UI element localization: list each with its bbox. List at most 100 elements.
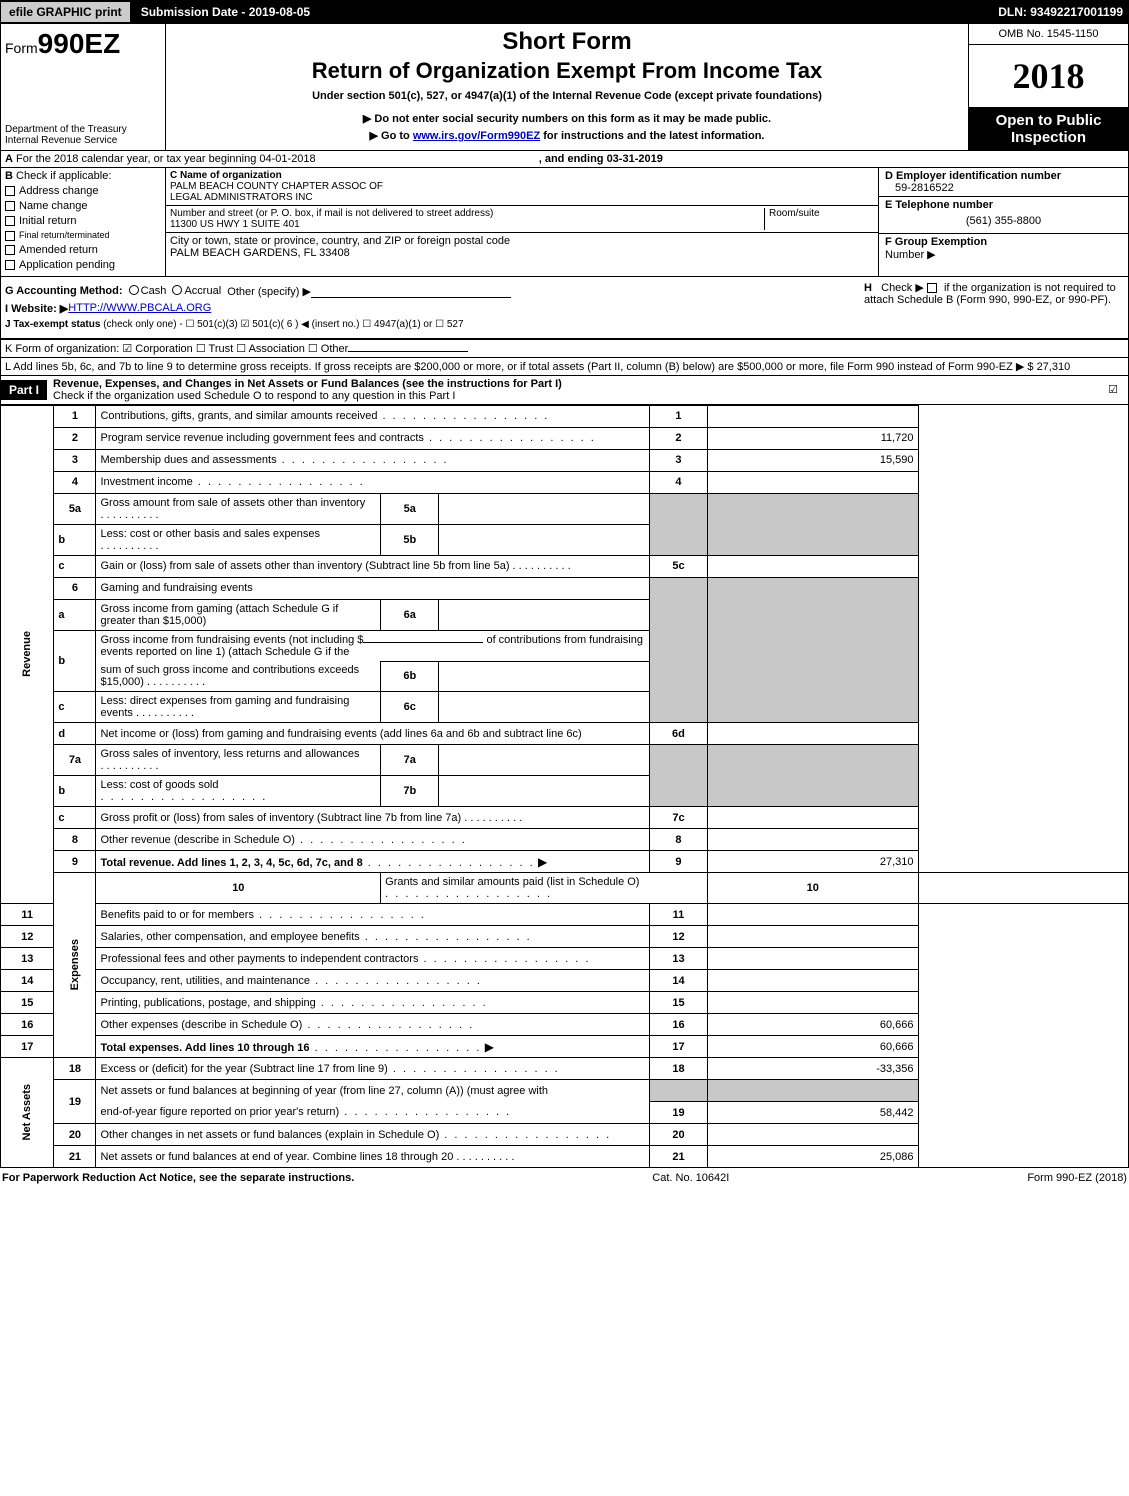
ein-value: 59-2816522 (895, 182, 954, 194)
part1-checkbox[interactable]: ☑ (1108, 383, 1128, 396)
l17-num: 17 (1, 1036, 54, 1058)
irs-link[interactable]: www.irs.gov/Form990EZ (413, 130, 540, 142)
l13-desc: Professional fees and other payments to … (96, 948, 649, 970)
l14-box: 14 (649, 970, 707, 992)
line-6d: d Net income or (loss) from gaming and f… (1, 723, 1129, 745)
l21-num: 21 (54, 1146, 96, 1168)
row-a-text: For the 2018 calendar year, or tax year … (16, 153, 316, 165)
line-19-2: end-of-year figure reported on prior yea… (1, 1102, 1129, 1124)
part1-subtitle: Check if the organization used Schedule … (53, 390, 455, 402)
col-b: B Check if applicable: Address change Na… (1, 168, 166, 276)
h-checkbox[interactable] (927, 283, 937, 293)
l12-amt (708, 926, 918, 948)
line-4: 4 Investment income 4 (1, 471, 1129, 493)
chk-pending[interactable]: Application pending (5, 259, 161, 271)
j-line: J Tax-exempt status (check only one) - ☐… (5, 319, 1124, 330)
open-public: Open to Public Inspection (969, 108, 1128, 150)
chk-address-change[interactable]: Address change (5, 185, 161, 197)
col-def: D Employer identification number 59-2816… (878, 168, 1128, 276)
line-20: 20 Other changes in net assets or fund b… (1, 1124, 1129, 1146)
c-label: C Name of organization (170, 170, 282, 181)
k-other-input[interactable] (348, 351, 468, 352)
opt-address: Address change (19, 185, 99, 197)
l18-amt: -33,356 (708, 1058, 918, 1080)
line-5b: b Less: cost or other basis and sales ex… (1, 524, 1129, 555)
opt-final: Final return/terminated (19, 230, 110, 240)
goto-post: for instructions and the latest informat… (540, 130, 764, 142)
l6-grey-amt (708, 577, 918, 723)
part1-title: Revenue, Expenses, and Changes in Net As… (53, 378, 562, 390)
radio-cash[interactable] (129, 285, 139, 295)
phone-value: (561) 355-8800 (885, 215, 1122, 227)
line-14: 14 Occupancy, rent, utilities, and maint… (1, 970, 1129, 992)
line-7c: c Gross profit or (loss) from sales of i… (1, 807, 1129, 829)
l18-box: 18 (649, 1058, 707, 1080)
l18-desc: Excess or (deficit) for the year (Subtra… (96, 1058, 649, 1080)
chk-name-change[interactable]: Name change (5, 200, 161, 212)
l10-desc: Grants and similar amounts paid (list in… (381, 873, 708, 904)
l5c-amt (708, 555, 918, 577)
l8-amt (708, 829, 918, 851)
c-name-block: C Name of organization PALM BEACH COUNTY… (166, 168, 878, 206)
l7a-box: 7a (381, 745, 439, 776)
revenue-side: Revenue (1, 405, 54, 904)
addr-label: Number and street (or P. O. box, if mail… (170, 208, 493, 219)
l1-num: 1 (54, 405, 96, 427)
l20-box: 20 (649, 1124, 707, 1146)
chk-final[interactable]: Final return/terminated (5, 230, 161, 241)
l18-num: 18 (54, 1058, 96, 1080)
l6d-box: 6d (649, 723, 707, 745)
l6c-desc: Less: direct expenses from gaming and fu… (96, 692, 381, 723)
f-label: F Group Exemption (885, 236, 987, 248)
part1-header: Part I Revenue, Expenses, and Changes in… (0, 375, 1129, 405)
line-5a: 5a Gross amount from sale of assets othe… (1, 493, 1129, 524)
l2-box: 2 (649, 427, 707, 449)
top-bar: efile GRAPHIC print Submission Date - 20… (0, 0, 1129, 24)
l20-num: 20 (54, 1124, 96, 1146)
l6a-boxamt (439, 599, 649, 630)
l12-box: 12 (649, 926, 707, 948)
l9-amt: 27,310 (708, 851, 918, 873)
efile-print-button[interactable]: efile GRAPHIC print (0, 1, 131, 23)
l6-num: 6 (54, 577, 96, 599)
l6d-num: d (54, 723, 96, 745)
l5b-desc: Less: cost or other basis and sales expe… (96, 524, 381, 555)
d-label: D Employer identification number (885, 170, 1061, 182)
l8-num: 8 (54, 829, 96, 851)
l7a-num: 7a (54, 745, 96, 776)
dept-irs: Internal Revenue Service (5, 135, 161, 146)
short-form-title: Short Form (170, 28, 964, 56)
l6b-input[interactable] (363, 642, 483, 643)
d-ein-block: D Employer identification number 59-2816… (879, 168, 1128, 197)
header-left: Form990EZ Department of the Treasury Int… (1, 24, 166, 150)
l4-num: 4 (54, 471, 96, 493)
k-text: K Form of organization: ☑ Corporation ☐ … (5, 343, 348, 355)
l6a-num: a (54, 599, 96, 630)
l11-desc: Benefits paid to or for members (96, 904, 649, 926)
website-link[interactable]: HTTP://WWW.PBCALA.ORG (68, 302, 211, 315)
l4-amt (708, 471, 918, 493)
chk-amended[interactable]: Amended return (5, 244, 161, 256)
l6d-desc: Net income or (loss) from gaming and fun… (96, 723, 649, 745)
row-a-label: A (5, 153, 13, 165)
l8-desc: Other revenue (describe in Schedule O) (96, 829, 649, 851)
l19-num: 19 (54, 1080, 96, 1124)
row-ghij: H Check ▶ if the organization is not req… (0, 277, 1129, 339)
l7c-desc: Gross profit or (loss) from sales of inv… (96, 807, 649, 829)
line-15: 15 Printing, publications, postage, and … (1, 992, 1129, 1014)
g-other-input[interactable] (311, 285, 511, 298)
dept-treasury: Department of the Treasury (5, 124, 161, 135)
l4-box: 4 (649, 471, 707, 493)
j-text: (check only one) - ☐ 501(c)(3) ☑ 501(c)(… (103, 319, 463, 330)
l7b-box: 7b (381, 776, 439, 807)
l-amount: ▶ $ 27,310 (1016, 361, 1070, 373)
tax-year: 2018 (969, 45, 1128, 108)
b-label: B (5, 170, 13, 182)
radio-accrual[interactable] (172, 285, 182, 295)
chk-initial[interactable]: Initial return (5, 215, 161, 227)
footer-left: For Paperwork Reduction Act Notice, see … (2, 1172, 354, 1184)
l6b-box: 6b (381, 661, 439, 692)
room-suite: Room/suite (764, 208, 874, 230)
e-label: E Telephone number (885, 199, 993, 211)
l5c-desc: Gain or (loss) from sale of assets other… (96, 555, 649, 577)
